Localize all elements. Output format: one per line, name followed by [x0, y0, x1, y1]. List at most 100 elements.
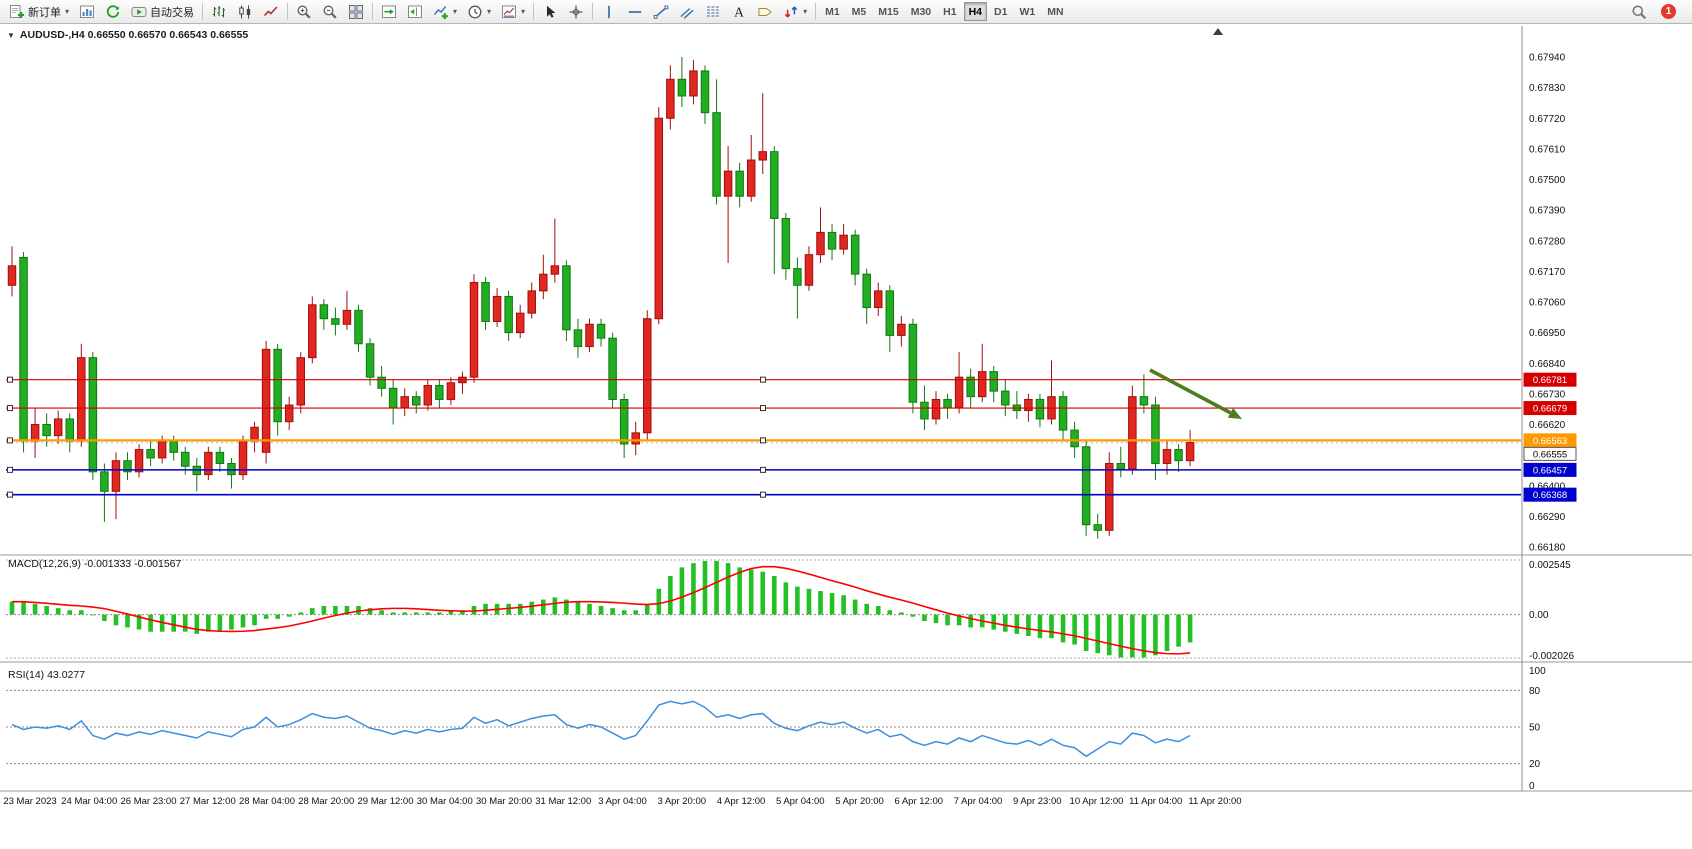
svg-text:0: 0	[1529, 781, 1535, 792]
toolbar-separator	[287, 3, 289, 20]
svg-text:0.002545: 0.002545	[1529, 560, 1571, 571]
refresh-icon	[105, 4, 121, 20]
new-chart-button[interactable]	[74, 1, 100, 22]
rsi-label: RSI(14) 43.0277	[8, 669, 85, 681]
rsi-pane: RSI(14) 43.0277 100 80 50 20 0	[6, 666, 1546, 792]
cursor-icon	[542, 4, 558, 20]
line-handle[interactable]	[760, 376, 766, 383]
timeframe-m30-button[interactable]: M30	[906, 2, 936, 21]
line-icon	[263, 4, 279, 20]
svg-text:28 Mar 20:00: 28 Mar 20:00	[298, 796, 354, 807]
svg-text:0.00: 0.00	[1529, 610, 1549, 621]
toolbar-separator	[592, 3, 594, 20]
svg-text:26 Mar 23:00: 26 Mar 23:00	[121, 796, 177, 807]
indicators-button[interactable]: ▾	[428, 1, 462, 22]
auto-scroll-button[interactable]	[376, 1, 402, 22]
line-handle[interactable]	[7, 491, 13, 498]
level-lines-layer[interactable]	[6, 376, 1521, 498]
timeframe-bar: M1 M5 M15 M30 H1 H4 D1 W1 MN	[819, 2, 1069, 21]
candles-chart-button[interactable]	[232, 1, 258, 22]
price-tag-0.66457: 0.66457	[1523, 462, 1577, 477]
horizontal-line-button[interactable]	[622, 1, 648, 22]
zoom-out-icon	[322, 4, 338, 20]
line-chart-button[interactable]	[258, 1, 284, 22]
line-handle[interactable]	[7, 437, 13, 444]
line-handle[interactable]	[760, 437, 766, 444]
cursor-button[interactable]	[537, 1, 563, 22]
crosshair-button[interactable]	[563, 1, 589, 22]
tile-icon	[348, 4, 364, 20]
chart-shift-marker[interactable]	[1213, 28, 1223, 35]
crosshair-icon	[568, 4, 584, 20]
line-handle[interactable]	[7, 466, 13, 473]
label-icon	[757, 4, 773, 20]
bars-icon	[211, 4, 227, 20]
new-chart-icon	[79, 4, 95, 20]
chart-canvas[interactable]: 0.67940 0.67830 0.67720 0.67610 0.67500 0.673…	[0, 24, 1692, 849]
svg-text:20: 20	[1529, 759, 1541, 770]
timeframe-h4-button[interactable]: H4	[963, 2, 988, 21]
auto-scroll-icon	[381, 4, 397, 20]
fibonacci-button[interactable]	[700, 1, 726, 22]
price-tag-0.66679: 0.66679	[1523, 401, 1577, 416]
label-button[interactable]	[752, 1, 778, 22]
svg-text:4 Apr 12:00: 4 Apr 12:00	[717, 796, 766, 807]
zoom-in-icon	[296, 4, 312, 20]
zoom-in-button[interactable]	[291, 1, 317, 22]
timeframe-d1-button[interactable]: D1	[989, 2, 1012, 21]
svg-text:30 Mar 20:00: 30 Mar 20:00	[476, 796, 532, 807]
templates-button[interactable]: ▾	[496, 1, 530, 22]
periods-button[interactable]: ▾	[462, 1, 496, 22]
price-tag-0.66563: 0.66563	[1523, 433, 1577, 448]
svg-text:28 Mar 04:00: 28 Mar 04:00	[239, 796, 295, 807]
timeframe-m15-button[interactable]: M15	[873, 2, 903, 21]
svg-text:31 Mar 12:00: 31 Mar 12:00	[535, 796, 591, 807]
indicators-icon	[433, 4, 449, 20]
timeframe-w1-button[interactable]: W1	[1014, 2, 1040, 21]
toolbar-items: 新订单 ▾ 自动交易 ▾ ▾ ▾ A ▾	[4, 1, 819, 22]
time-axis: 23 Mar 2023 24 Mar 04:00 26 Mar 23:00 27 Ma…	[3, 796, 1241, 807]
svg-text:24 Mar 04:00: 24 Mar 04:00	[61, 796, 117, 807]
new-order-button[interactable]: 新订单 ▾	[4, 1, 74, 22]
line-handle[interactable]	[760, 466, 766, 473]
trendline-icon	[653, 4, 669, 20]
zoom-out-button[interactable]	[317, 1, 343, 22]
timeframe-m5-button[interactable]: M5	[847, 2, 872, 21]
timeframe-h1-button[interactable]: H1	[938, 2, 961, 21]
vline-icon	[601, 4, 617, 20]
timeframe-mn-button[interactable]: MN	[1042, 2, 1068, 21]
chart-window: ▼ AUDUSD-,H4 0.66550 0.66570 0.66543 0.6…	[0, 24, 1692, 849]
candles-layer	[7, 57, 1195, 539]
trendline-button[interactable]	[648, 1, 674, 22]
dropdown-caret-icon: ▾	[65, 7, 70, 16]
price-tag-0.66555: 0.66555	[1523, 446, 1577, 461]
macd-pane: MACD(12,26,9) -0.001333 -0.001567 0.00254…	[6, 558, 1574, 662]
arrows-button[interactable]: ▾	[778, 1, 812, 22]
toolbar-right: 1	[1626, 1, 1688, 22]
svg-text:0.66368: 0.66368	[1533, 490, 1567, 501]
svg-text:0.67500: 0.67500	[1529, 175, 1566, 186]
collapse-chart-icon[interactable]: ▼	[7, 30, 15, 40]
svg-text:0.66950: 0.66950	[1529, 328, 1566, 339]
line-handle[interactable]	[7, 405, 13, 412]
channel-button[interactable]	[674, 1, 700, 22]
timeframe-m1-button[interactable]: M1	[820, 2, 845, 21]
search-button[interactable]	[1626, 1, 1652, 22]
dropdown-caret-icon: ▾	[521, 7, 526, 16]
vertical-line-button[interactable]	[596, 1, 622, 22]
hline-icon	[627, 4, 643, 20]
trend-arrow-annotation[interactable]	[1149, 368, 1242, 419]
text-button[interactable]: A	[726, 1, 752, 22]
refresh-button[interactable]	[100, 1, 126, 22]
channel-icon	[679, 4, 695, 20]
svg-text:0.67390: 0.67390	[1529, 206, 1566, 217]
autotrading-button[interactable]: 自动交易	[126, 1, 199, 22]
line-handle[interactable]	[7, 376, 13, 383]
line-handle[interactable]	[760, 491, 766, 498]
line-handle[interactable]	[760, 405, 766, 412]
notification-badge[interactable]: 1	[1661, 4, 1676, 19]
chart-shift-button[interactable]	[402, 1, 428, 22]
bars-chart-button[interactable]	[206, 1, 232, 22]
tile-windows-button[interactable]	[343, 1, 369, 22]
toolbar-separator	[202, 3, 204, 20]
